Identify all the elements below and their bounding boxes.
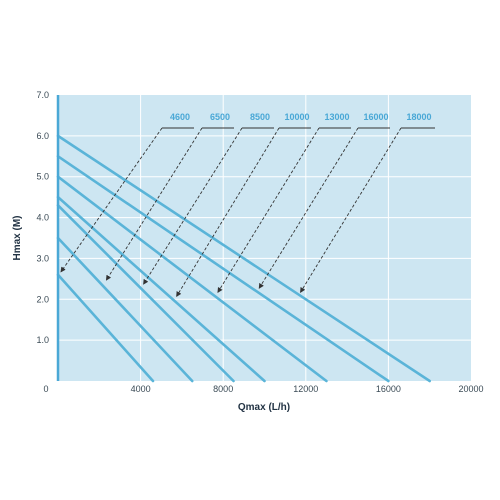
legend-arrow-4600 [60,127,163,273]
y-tick-labels: 1.0 2.0 3.0 4.0 5.0 6.0 7.0 [36,90,49,345]
x-tick-label: 12000 [293,384,318,394]
y-tick-label: 4.0 [36,213,49,223]
y-axis-label: Hmax (M) [12,215,23,260]
legend-arrows [60,127,435,298]
series-line-16000 [56,154,390,383]
legend-labels: 4600 6500 8500 10000 13000 16000 18000 [170,112,432,122]
series-line-13000 [56,175,328,383]
x-tick-label: 20000 [458,384,483,394]
y-tick-label: 2.0 [36,294,49,304]
y-tick-label: 7.0 [36,90,49,100]
x-tick-label: 0 [43,384,48,394]
legend-arrow-13000 [217,127,320,293]
x-tick-label: 8000 [213,384,233,394]
legend-label-13000: 13000 [324,112,349,122]
x-tick-labels: 0 4000 8000 12000 16000 20000 [43,384,483,394]
legend-arrow-8500 [143,127,243,285]
legend-arrow-16000 [258,127,359,289]
x-tick-label: 4000 [131,384,151,394]
series-lines [56,134,432,383]
legend-label-16000: 16000 [363,112,388,122]
x-axis-label: Qmax (L/h) [238,402,290,413]
x-tick-label: 16000 [376,384,401,394]
legend-label-18000: 18000 [406,112,431,122]
legend-arrow-10000 [176,127,280,298]
legend-label-4600: 4600 [170,112,190,122]
series-line-4600 [56,273,155,383]
legend-arrow-18000 [300,127,402,293]
series-line-18000 [56,134,432,383]
y-tick-label: 3.0 [36,253,49,263]
y-tick-label: 6.0 [36,131,49,141]
y-tick-label: 1.0 [36,335,49,345]
legend-label-10000: 10000 [284,112,309,122]
y-tick-label: 5.0 [36,172,49,182]
legend-label-6500: 6500 [210,112,230,122]
series-line-6500 [56,236,194,383]
legend-label-8500: 8500 [250,112,270,122]
plot-background [58,95,471,381]
